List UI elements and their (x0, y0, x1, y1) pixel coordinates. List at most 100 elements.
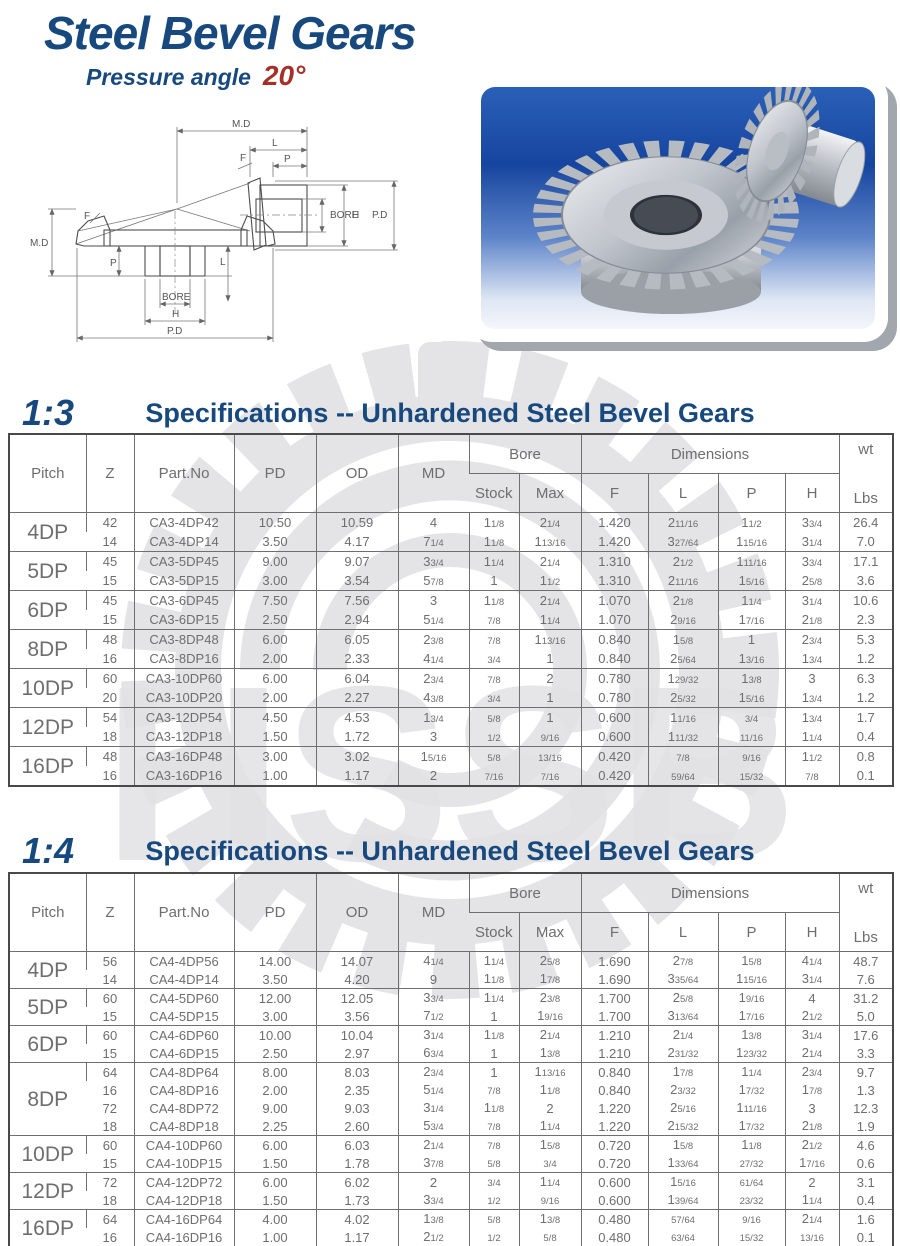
col-header-od: OD (315, 873, 398, 952)
cell-dim-f: 1.700 (580, 1007, 648, 1026)
cell-pd: 6.00 (233, 629, 316, 649)
cell-bore-stock: 1 (468, 1062, 519, 1081)
pitch-cell: 4DP (9, 951, 86, 989)
cell-bore-stock: 3/4 (468, 649, 519, 669)
cell-z: 15 (102, 612, 117, 627)
cell-dim-l: 15/8 (647, 629, 718, 649)
cell-dim-f: 1.210 (580, 1025, 648, 1044)
table-row: 15 CA4-6DP15 2.50 2.97 63/4 1 13/8 1.210 231/32 1… (9, 1044, 893, 1063)
cell-dim-f: 0.720 (580, 1154, 648, 1173)
table-row: 16 CA4-16DP16 1.00 1.17 21/2 1/2 5/8 0.480 63/64… (9, 1228, 893, 1246)
cell-md: 51/4 (397, 610, 469, 630)
cell-dim-l: 139/64 (647, 1191, 718, 1210)
cell-od: 6.03 (315, 1135, 398, 1154)
cell-dim-h: 13/4 (784, 688, 839, 708)
col-header-pd: PD (233, 873, 316, 952)
pitch-cell: 16DP (9, 746, 86, 786)
ratio-label-1-3: 1:3 (22, 392, 75, 433)
cell-dim-h: 17/8 (784, 1081, 839, 1099)
cell-part-no: CA4-12DP72 (133, 1172, 234, 1191)
cell-dim-h: 31/4 (784, 1025, 839, 1044)
cell-z: 15 (102, 1045, 117, 1061)
cell-pd: 2.00 (233, 1081, 316, 1099)
cell-dim-l: 25/16 (647, 1099, 718, 1117)
dim-label-pd-right: P.D (372, 210, 387, 221)
cell-z: 64 (85, 1062, 134, 1081)
cell-dim-p: 15/32 (717, 766, 785, 786)
cell-pd: 2.50 (233, 1044, 316, 1063)
cell-bore-max: 21/4 (518, 1025, 581, 1044)
cell-dim-p: 11/4 (717, 590, 785, 610)
cell-bore-stock: 11/8 (468, 590, 519, 610)
cell-od: 6.05 (315, 629, 398, 649)
cell-pd: 6.00 (233, 1135, 316, 1154)
cell-z: 14 (102, 534, 117, 549)
cell-dim-f: 1.210 (580, 1044, 648, 1063)
table-row: 6DP 45 CA3-6DP45 7.50 7.56 3 11/8 21/4 1.070 21/8… (9, 590, 893, 630)
cell-bore-stock: 11/4 (468, 988, 519, 1007)
cell-dim-h: 21/2 (784, 1135, 839, 1154)
cell-md: 71/2 (397, 1007, 469, 1026)
cell-weight: 0.4 (838, 727, 893, 747)
cell-dim-h: 21/8 (784, 610, 839, 630)
cell-z: 45 (85, 551, 134, 571)
cell-z: 48 (85, 629, 134, 649)
cell-pd: 6.00 (233, 668, 316, 688)
col-header-p: P (717, 912, 785, 952)
cell-od: 10.59 (315, 512, 398, 532)
col-header-z: Z (85, 873, 134, 952)
cell-part-no: CA4-16DP64 (133, 1209, 234, 1228)
cell-bore-stock: 7/16 (468, 766, 519, 786)
cell-pd: 1.50 (233, 1191, 316, 1210)
table-row: 16DP 64 CA4-16DP64 4.00 4.02 13/8 5/8 13/8 0.480… (9, 1209, 893, 1246)
cell-weight: 17.6 (838, 1025, 893, 1044)
pitch-cell: 5DP (9, 988, 86, 1026)
cell-part-no: CA4-8DP64 (133, 1062, 234, 1081)
cell-weight: 1.2 (838, 649, 893, 669)
cell-pd: 3.00 (233, 571, 316, 591)
cell-part-no: CA3-6DP45 (133, 590, 234, 610)
dim-label-f-left: F (84, 211, 90, 222)
cell-bore-stock: 5/8 (468, 1154, 519, 1173)
cell-dim-h: 13/4 (784, 707, 839, 727)
cell-z: 60 (85, 1135, 134, 1154)
cell-dim-h: 31/4 (784, 590, 839, 610)
cell-part-no: CA4-10DP60 (133, 1135, 234, 1154)
cell-pd: 7.50 (233, 590, 316, 610)
cell-bore-stock: 7/8 (468, 668, 519, 688)
col-header-md: MD (397, 873, 469, 952)
cell-dim-h: 11/4 (784, 727, 839, 747)
dim-label-h-right: H (352, 210, 359, 221)
cell-od: 8.03 (315, 1062, 398, 1081)
cell-dim-p: 13/8 (717, 668, 785, 688)
cell-od: 1.17 (315, 1228, 398, 1246)
cell-dim-p: 1 (717, 629, 785, 649)
cell-md: 13/8 (397, 1209, 469, 1228)
cell-dim-p: 17/16 (717, 610, 785, 630)
pressure-angle-value: 20° (262, 60, 306, 91)
cell-weight: 1.2 (838, 688, 893, 708)
cell-dim-f: 1.420 (580, 532, 648, 552)
table-row: 8DP 64 CA4-8DP64 8.00 8.03 23/4 1 113/16 0.840 17… (9, 1062, 893, 1136)
cell-dim-f: 0.480 (580, 1209, 648, 1228)
cell-od: 1.73 (315, 1191, 398, 1210)
cell-dim-f: 1.070 (580, 590, 648, 610)
cell-bore-stock: 7/8 (468, 1135, 519, 1154)
cell-dim-h: 21/4 (784, 1209, 839, 1228)
col-header-od: OD (315, 434, 398, 513)
table-row: 15 CA3-6DP15 2.50 2.94 51/4 7/8 11/4 1.070 29/16… (9, 610, 893, 630)
cell-weight: 4.6 (838, 1135, 893, 1154)
col-header-z: Z (85, 434, 134, 513)
cell-dim-f: 0.420 (580, 766, 648, 786)
cell-part-no: CA4-5DP60 (133, 988, 234, 1007)
pitch-cell: 10DP (9, 668, 86, 708)
cell-pd: 2.00 (233, 649, 316, 669)
table-row: 16DP 48 CA3-16DP48 3.00 3.02 15/16 5/8 13/16 0.4… (9, 746, 893, 786)
cell-weight: 12.3 (838, 1099, 893, 1117)
cell-md: 15/16 (397, 746, 469, 766)
cell-z: 64 (85, 1209, 134, 1228)
cell-weight: 26.4 (838, 512, 893, 532)
cell-weight: 48.7 (838, 951, 893, 970)
table-row: 12DP 72 CA4-12DP72 6.00 6.02 2 3/4 11/4 0.600 15/… (9, 1172, 893, 1210)
